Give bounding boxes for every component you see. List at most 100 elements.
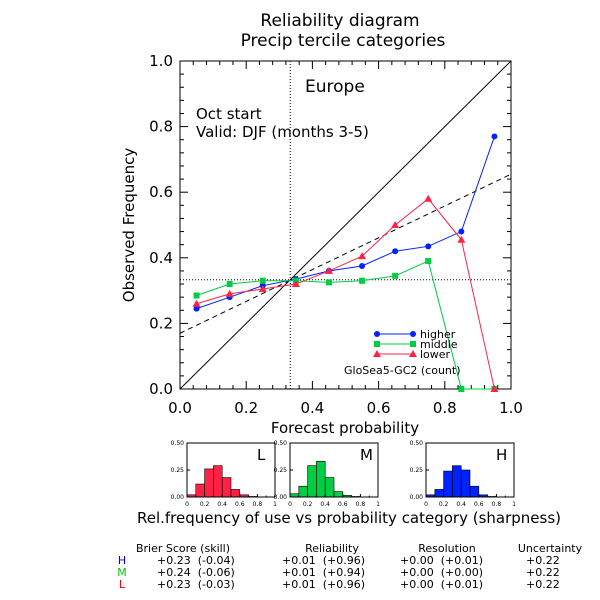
reliability-cell: +0.01 (+0.96) xyxy=(282,578,365,591)
legend-marker-higher xyxy=(374,331,380,337)
histogram-bar xyxy=(452,465,462,498)
legend-label-middle: middle xyxy=(420,338,458,351)
reliability-cell: +0.01 (+0.96) xyxy=(282,554,365,567)
histogram-x-tick-label: 1 xyxy=(273,501,277,508)
histogram-x-tick-label: 1 xyxy=(376,501,380,508)
histogram-x-tick-label: 0.2 xyxy=(200,501,210,508)
score-header: Uncertainty xyxy=(518,542,583,555)
data-point-middle xyxy=(325,279,332,286)
histogram-x-tick-label: 0 xyxy=(288,501,292,508)
histogram-x-tick-label: 0.6 xyxy=(474,501,484,508)
data-point-lower xyxy=(424,194,433,202)
title-line-2: Precip tercile categories xyxy=(241,31,446,51)
histogram-bar xyxy=(460,469,471,498)
data-point-higher xyxy=(392,248,399,255)
data-point-lower xyxy=(324,266,333,274)
x-tick-label: 0.0 xyxy=(168,399,192,417)
histogram-x-tick-label: 0.8 xyxy=(253,501,263,508)
sharpness-title: Rel.frequency of use vs probability cate… xyxy=(137,509,561,527)
series-higher xyxy=(193,133,498,312)
histogram-y-tick-label: 0.50 xyxy=(410,440,424,447)
histogram-bar xyxy=(434,489,444,498)
histogram-bar xyxy=(204,468,214,498)
histogram-x-tick-label: 0 xyxy=(424,501,428,508)
x-tick-label: 0.2 xyxy=(234,399,258,417)
histogram-bar xyxy=(213,465,223,498)
x-axis-label: Forecast probability xyxy=(271,419,419,437)
score-table: Brier Score (skill) Reliability Resolution… xyxy=(117,542,582,591)
x-tick-label: 1.0 xyxy=(499,399,523,417)
model-label: GloSea5-GC2 (count) xyxy=(344,364,461,377)
data-point-lower xyxy=(225,289,234,297)
data-point-higher xyxy=(193,305,200,312)
brier-score-cell: +0.23 (-0.03) xyxy=(157,578,235,591)
data-point-middle xyxy=(359,277,366,284)
histogram-y-tick-label: 0.00 xyxy=(410,494,424,501)
x-tick-label: 0.6 xyxy=(367,399,391,417)
legend-marker-middle xyxy=(410,341,416,347)
data-point-middle xyxy=(226,281,233,288)
data-point-lower xyxy=(457,235,466,243)
score-header: Reliability xyxy=(305,542,359,555)
histogram-y-tick-label: 0.25 xyxy=(410,467,424,474)
histogram-bar xyxy=(307,465,317,498)
legend-marker-lower xyxy=(373,350,381,357)
legend-label-higher: higher xyxy=(420,328,456,341)
no-skill-line xyxy=(180,173,511,334)
histogram-higher: 0.00 0.25 0.50 0 0.2 0.4 0.6 0.8 1 H xyxy=(410,440,516,508)
reliability-cell: +0.01 (+0.94) xyxy=(282,566,365,579)
series-line-lower xyxy=(196,198,495,390)
data-point-middle xyxy=(425,258,432,265)
sharpness-histograms: 0.00 0.25 0.50 0 0.2 0.4 0.6 0.8 1 L 0.00 0.25 0.50 0… xyxy=(171,440,516,508)
histogram-bar xyxy=(298,485,308,498)
data-point-lower xyxy=(291,280,300,288)
reference-lines xyxy=(180,61,511,389)
score-row-label-middle: M xyxy=(117,566,127,579)
perfect-reliability-line xyxy=(180,61,511,389)
histogram-y-tick-label: 0.25 xyxy=(171,467,185,474)
score-row-label-lower: L xyxy=(119,578,126,591)
histogram-x-tick-label: 0.6 xyxy=(235,501,245,508)
uncertainty-cell: +0.22 xyxy=(526,566,560,579)
valid-label: Valid: DJF (months 3-5) xyxy=(196,123,369,141)
data-point-middle xyxy=(193,292,200,299)
plot-frame xyxy=(179,60,512,390)
score-header: Brier Score (skill) xyxy=(136,542,230,555)
histogram-x-tick-label: 0.4 xyxy=(320,501,330,508)
data-point-lower xyxy=(490,385,499,392)
data-point-lower xyxy=(358,252,367,260)
histogram-x-tick-label: 0.2 xyxy=(439,501,449,508)
histogram-label: H xyxy=(496,446,507,464)
histogram-bar xyxy=(316,461,326,498)
brier-score-cell: +0.24 (-0.06) xyxy=(157,566,235,579)
series-lower xyxy=(192,194,499,392)
histogram-lower: 0.00 0.25 0.50 0 0.2 0.4 0.6 0.8 1 L xyxy=(171,440,277,508)
uncertainty-cell: +0.22 xyxy=(526,554,560,567)
x-tick-label: 0.4 xyxy=(300,399,324,417)
series-line-middle xyxy=(196,260,495,390)
histogram-bar xyxy=(195,483,205,498)
data-point-middle xyxy=(259,277,266,284)
histogram-bar xyxy=(221,477,232,498)
histogram-bar xyxy=(230,489,241,498)
histogram-y-tick-label: 0.25 xyxy=(274,467,288,474)
data-point-middle xyxy=(458,386,465,392)
data-point-higher xyxy=(359,263,366,269)
histogram-label: M xyxy=(360,446,373,464)
resolution-cell: +0.00 (+0.00) xyxy=(400,566,483,579)
histogram-bar xyxy=(324,477,335,498)
data-point-higher xyxy=(458,228,465,235)
histogram-label: L xyxy=(257,446,266,464)
y-tick-label: 0.8 xyxy=(149,118,173,136)
histogram-y-tick-label: 0.50 xyxy=(274,440,288,447)
legend-label-lower: lower xyxy=(420,348,451,361)
legend-marker-higher xyxy=(410,331,416,337)
y-axis-label: Observed Frequency xyxy=(120,148,138,303)
data-point-higher xyxy=(425,243,432,250)
histogram-bar xyxy=(443,470,453,498)
y-tick-label: 0.0 xyxy=(149,380,173,398)
region-label: Europe xyxy=(305,77,365,97)
resolution-cell: +0.00 (+0.01) xyxy=(400,554,483,567)
histogram-y-tick-label: 0.00 xyxy=(274,494,288,501)
